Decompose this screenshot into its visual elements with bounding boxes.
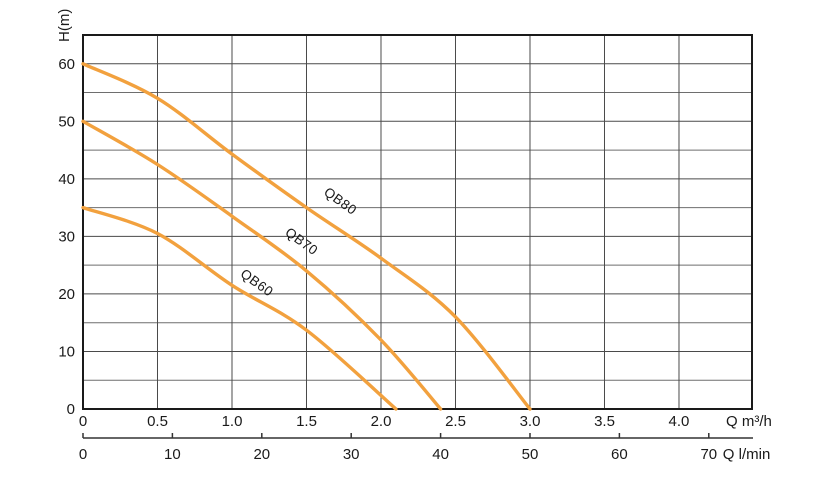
x-tick-label-m3h: 1.5: [296, 413, 317, 430]
y-tick-label: 20: [58, 286, 75, 303]
x-tick-label-lmin: 50: [522, 446, 539, 463]
x-tick-label-lmin: 0: [79, 446, 87, 463]
x-tick-label-m3h: 0: [79, 413, 87, 430]
curve-label-qb70: QB70: [282, 225, 320, 259]
x-tick-label-m3h: 1.0: [222, 413, 243, 430]
y-axis-tick-labels: 0 10 20 30 40 50 60: [58, 56, 75, 418]
x-tick-label-lmin: 30: [343, 446, 360, 463]
x-tick-label-m3h: 0.5: [147, 413, 168, 430]
curve-qb80: [81, 62, 532, 411]
curve-label-qb80: QB80: [321, 184, 359, 218]
x-tick-label-lmin: 10: [164, 446, 181, 463]
x-tick-label-m3h: 2.5: [445, 413, 466, 430]
x-axis-secondary-title: Q l/min: [723, 446, 771, 463]
x-tick-label-m3h: 3.0: [520, 413, 541, 430]
x-tick-label-m3h: 4.0: [669, 413, 690, 430]
y-tick-label: 50: [58, 113, 75, 130]
y-axis-title: H(m): [56, 9, 73, 42]
y-tick-label: 60: [58, 56, 75, 73]
x-tick-label-lmin: 70: [700, 446, 717, 463]
x-axis-primary-title: Q m³/h: [726, 413, 772, 430]
y-tick-label: 30: [58, 228, 75, 245]
x-tick-label-m3h: 3.5: [594, 413, 615, 430]
curve-label-qb60: QB60: [238, 266, 276, 300]
plot-border: [82, 34, 753, 410]
x-tick-label-lmin: 20: [253, 446, 270, 463]
x-tick-label-lmin: 40: [432, 446, 449, 463]
x-axis-secondary: 0 10 20 30 40 50 60 70 Q l/min: [79, 433, 770, 463]
curve-qb60: [81, 205, 398, 411]
y-tick-label: 0: [67, 401, 75, 418]
grid: [83, 35, 752, 409]
x-axis-primary-tick-labels: 0 0.5 1.0 1.5 2.0 2.5 3.0 3.5 4.0: [79, 413, 690, 430]
y-tick-label: 40: [58, 171, 75, 188]
y-tick-label: 10: [58, 343, 75, 360]
x-tick-label-lmin: 60: [611, 446, 628, 463]
x-tick-label-m3h: 2.0: [371, 413, 392, 430]
curve-qb70: [81, 119, 443, 411]
